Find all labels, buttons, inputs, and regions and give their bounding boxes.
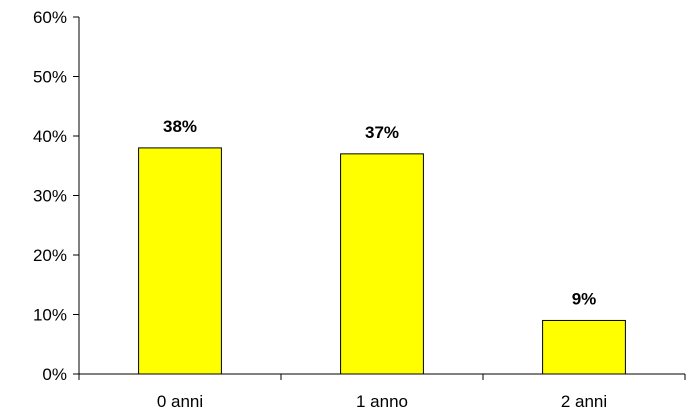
data-label: 9% [572, 289, 597, 308]
y-tick-label: 50% [33, 68, 67, 87]
x-tick-label: 1 anno [356, 392, 408, 411]
y-tick-label: 40% [33, 127, 67, 146]
x-axis: 0 anni 1 anno 2 anni [78, 373, 686, 411]
y-axis: 0% 10% 20% 30% 40% 50% 60% [33, 8, 80, 384]
bar [340, 153, 424, 375]
x-tick-label: 2 anni [561, 392, 607, 411]
data-labels: 38% 37% 9% [163, 117, 596, 309]
bar [542, 319, 626, 375]
y-tick-label: 60% [33, 8, 67, 27]
bar [138, 147, 222, 375]
y-tick-label: 30% [33, 187, 67, 206]
y-tick-label: 0% [42, 365, 67, 384]
x-tick-label: 0 anni [157, 392, 203, 411]
data-label: 37% [365, 123, 399, 142]
y-tick-label: 20% [33, 246, 67, 265]
data-label: 38% [163, 117, 197, 136]
bars [138, 147, 626, 375]
y-tick-label: 10% [33, 306, 67, 325]
